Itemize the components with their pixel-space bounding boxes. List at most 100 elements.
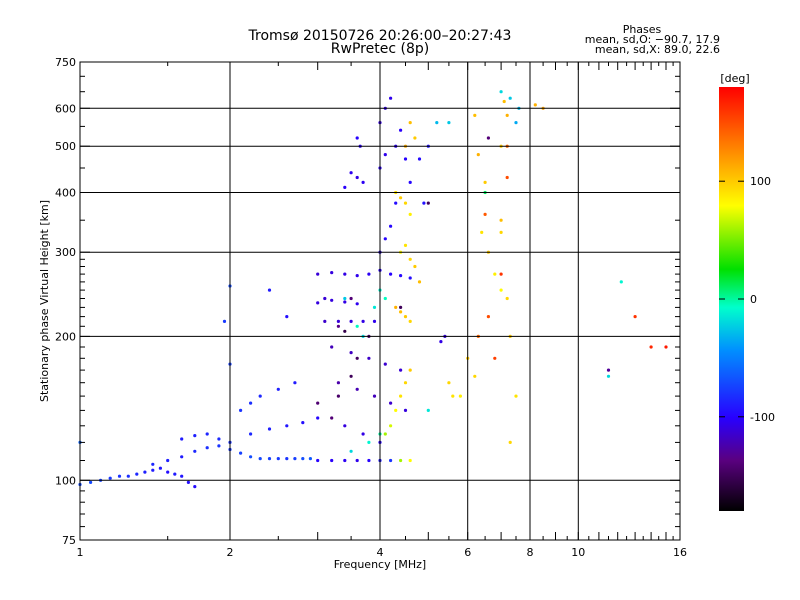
data-point [349, 351, 353, 355]
data-point [89, 480, 93, 484]
x-tick-labels: 1 2 4 6 8 10 16 [77, 546, 688, 559]
data-point [249, 455, 253, 459]
data-point [476, 153, 480, 157]
data-point [367, 272, 371, 276]
data-point [285, 457, 289, 461]
data-point [619, 280, 623, 284]
data-point [649, 345, 653, 349]
data-point [480, 230, 484, 234]
colorbar-tick-label: 100 [750, 175, 771, 188]
data-point [473, 374, 477, 378]
y-axis-label: Stationary phase Virtual Height [km] [38, 200, 51, 402]
y-tick-labels: 750 600 500 400 300 200 100 75 [55, 56, 76, 547]
data-point [399, 310, 403, 314]
data-point [193, 434, 197, 438]
data-point [493, 272, 497, 276]
data-point [343, 272, 347, 276]
colorbar-unit: [deg] [720, 72, 749, 85]
data-point [166, 458, 170, 463]
data-point [349, 296, 353, 301]
x-tick-label: 6 [464, 546, 471, 559]
data-point [205, 446, 209, 450]
data-point [533, 103, 537, 107]
data-point [505, 113, 509, 117]
x-tick-label: 16 [673, 546, 687, 559]
data-point [180, 437, 184, 441]
data-point [367, 440, 371, 444]
data-point [499, 230, 503, 234]
data-point [330, 416, 334, 420]
data-point [336, 381, 340, 385]
data-point [349, 449, 353, 453]
data-point [403, 315, 408, 319]
grid-lines [80, 62, 680, 540]
data-point [117, 474, 122, 478]
data-point [408, 180, 412, 184]
data-point [493, 356, 497, 360]
data-point [389, 224, 393, 228]
data-point [355, 356, 359, 360]
data-point [193, 449, 197, 453]
data-point [336, 324, 340, 328]
data-point [502, 99, 506, 104]
data-point [267, 288, 272, 292]
data-point [447, 121, 451, 125]
data-point [308, 457, 312, 461]
data-point [355, 458, 359, 463]
data-point [399, 305, 403, 309]
x-tick-label: 1 [77, 546, 84, 559]
data-point [417, 157, 422, 161]
data-point [606, 368, 611, 372]
data-point [330, 271, 334, 275]
data-point [499, 288, 503, 292]
data-point [276, 457, 280, 461]
data-point [403, 157, 408, 161]
data-point [403, 243, 408, 247]
data-point [217, 444, 221, 448]
data-point [426, 201, 430, 205]
data-point [408, 458, 412, 463]
data-point [330, 298, 334, 302]
data-point [408, 368, 412, 372]
data-point [285, 424, 289, 428]
data-point [316, 301, 320, 305]
data-point [399, 368, 403, 372]
data-point [205, 432, 209, 436]
data-point [403, 381, 408, 385]
data-point [606, 374, 611, 378]
data-point [508, 440, 512, 444]
data-point [483, 212, 487, 216]
data-point [458, 394, 462, 398]
data-point [383, 153, 387, 157]
data-point [343, 329, 347, 333]
data-point [408, 212, 412, 216]
data-point [473, 113, 477, 117]
data-point [108, 476, 112, 480]
data-point [403, 201, 408, 205]
data-point [336, 394, 340, 398]
data-point [285, 315, 289, 319]
data-point [499, 218, 503, 222]
data-point [239, 408, 243, 412]
data-point [505, 175, 509, 180]
data-point [383, 362, 387, 366]
data-point [367, 356, 371, 360]
data-point [316, 272, 320, 276]
data-point [486, 315, 490, 319]
data-point [301, 421, 305, 425]
data-point [361, 432, 365, 436]
data-point [394, 201, 398, 205]
data-point [355, 324, 359, 328]
chart-subtitle: RwPretec (8p) [331, 41, 429, 57]
x-tick-label: 10 [571, 546, 585, 559]
data-point [126, 474, 130, 478]
x-axis-label: Frequency [MHz] [334, 558, 426, 571]
data-point [486, 136, 490, 140]
data-point [399, 128, 403, 132]
axis-ticks [79, 61, 681, 541]
data-point [143, 470, 147, 474]
data-point [355, 175, 359, 180]
data-point [343, 300, 347, 304]
data-point [158, 466, 162, 470]
